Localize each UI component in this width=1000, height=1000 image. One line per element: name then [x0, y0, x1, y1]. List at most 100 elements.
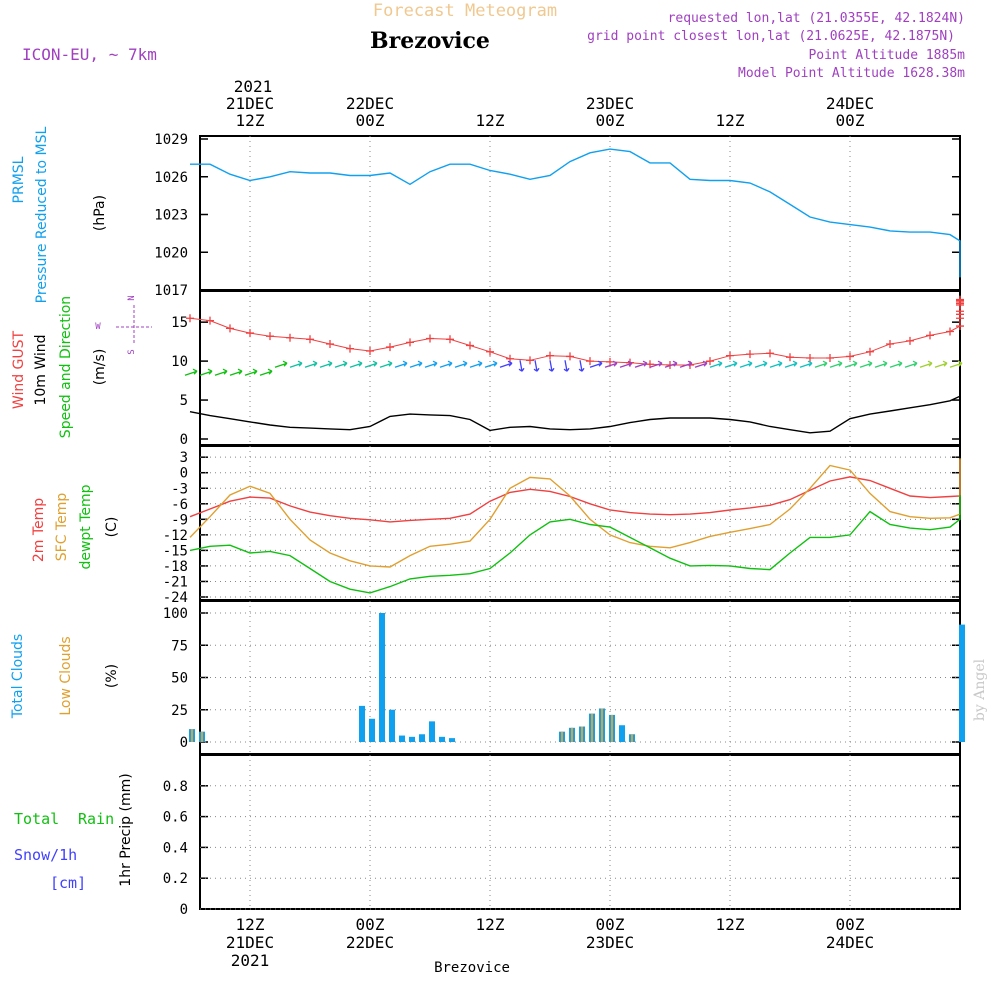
bottom-year-label: 2021 — [231, 951, 270, 970]
low-cloud-bar — [591, 713, 593, 742]
gust-marker — [866, 347, 874, 356]
wind-arrow — [439, 360, 453, 368]
top-hour-label: 12Z — [236, 111, 265, 130]
top-hour-label: 00Z — [356, 111, 385, 130]
wind-arrow — [619, 360, 633, 368]
model-label: ICON-EU, ~ 7km — [22, 45, 157, 64]
pressure-axis-label: 1023 — [154, 208, 188, 224]
cloud-axis-label: 25 — [171, 703, 188, 719]
low-cloud-bar — [571, 727, 573, 742]
bottom-hour-label: 12Z — [236, 915, 265, 934]
top-hour-label: 00Z — [836, 111, 865, 130]
total-cloud-bar — [959, 650, 965, 742]
low-cloud-bar — [201, 731, 203, 742]
wind-arrow — [548, 360, 555, 372]
rain-label-b: Rain — [78, 810, 114, 828]
total-cloud-bar — [439, 736, 445, 742]
svg-text:N: N — [127, 295, 137, 300]
gust-marker — [956, 310, 964, 319]
gust-marker — [446, 335, 454, 344]
wind-arrow — [829, 360, 843, 368]
wind-arrow — [649, 360, 663, 368]
wind-speed-line — [189, 386, 961, 434]
watermark: by Angel — [972, 658, 988, 721]
wind-arrow — [844, 360, 858, 368]
gust-marker — [426, 334, 434, 343]
gust-marker — [186, 314, 194, 323]
pressure-axis-label: 1020 — [154, 245, 188, 261]
top-hour-label: 00Z — [596, 111, 625, 130]
total-cloud-bar — [359, 705, 365, 742]
wind-axis-label: 5 — [180, 393, 188, 409]
wind-arrow — [469, 360, 483, 368]
temp-axis-label: -15 — [163, 543, 188, 559]
wind-arrow — [379, 360, 393, 368]
wind-arrow — [199, 368, 213, 376]
precip-axis-label: 0.2 — [163, 871, 188, 887]
svg-text:W: W — [95, 322, 101, 332]
bottom-hour-label: 12Z — [476, 915, 505, 934]
pressure-axis-label: 1026 — [154, 170, 188, 186]
pressure-label: Pressure Reduced to MSL — [34, 126, 50, 303]
bottom-date-label: 24DEC — [826, 933, 874, 952]
prmsl-label: PRMSL — [11, 156, 27, 203]
snow-unit: [cm] — [50, 874, 86, 892]
low-cloud-bar — [191, 729, 193, 742]
temp-axis-label: -18 — [163, 559, 188, 575]
temp-axis-label: -9 — [171, 512, 188, 528]
precip-axis-label: 0.6 — [163, 810, 188, 826]
bottom-hour-label: 00Z — [836, 915, 865, 934]
wind-arrow — [919, 360, 933, 368]
bottom-hour-label: 00Z — [356, 915, 385, 934]
panel2-labels: Wind GUST 10m Wind Speed and Direction (… — [11, 295, 152, 438]
wind-label: 10m Wind — [33, 334, 49, 405]
total-cloud-bar — [619, 725, 625, 742]
wind-arrow — [229, 368, 243, 376]
gust-marker — [786, 353, 794, 362]
wind-arrow — [424, 360, 438, 368]
wind-arrow — [739, 360, 753, 368]
temp-axis-label: -24 — [163, 590, 188, 606]
panel1-labels: PRMSL Pressure Reduced to MSL (hPa) — [11, 126, 108, 303]
wind-arrow — [518, 360, 525, 372]
pressure-unit: (hPa) — [92, 195, 108, 231]
gust-marker — [746, 350, 754, 359]
gust-marker — [566, 352, 574, 361]
gust-marker — [326, 339, 334, 348]
gust-marker — [726, 351, 734, 360]
wind-arrow — [694, 360, 708, 368]
wind-arrow — [409, 360, 423, 368]
gust-marker — [846, 352, 854, 361]
wind-arrow — [184, 368, 198, 376]
wind-arrow — [563, 360, 570, 372]
pressure-axis-label: 1029 — [154, 132, 188, 148]
gust-marker — [906, 336, 914, 345]
bottom-date-label: 23DEC — [586, 933, 634, 952]
chart-marks: 202121DEC12Z12Z21DEC202122DEC00Z00Z22DEC… — [154, 77, 965, 970]
wind-axis-label: 0 — [180, 432, 188, 448]
total-cloud-bar — [369, 718, 375, 742]
wind-arrow — [814, 360, 828, 368]
gust-marker — [946, 327, 954, 336]
wind-arrow — [274, 360, 288, 368]
gust-marker — [486, 347, 494, 356]
wind-arrow — [304, 360, 318, 368]
dewpoint-line — [189, 495, 961, 594]
wind-arrow — [334, 360, 348, 368]
gust-marker — [546, 351, 554, 360]
total-cloud-bar — [449, 738, 455, 742]
low-cloud-bar — [611, 714, 613, 742]
wind-arrow — [634, 360, 648, 368]
wind-arrow — [934, 360, 948, 368]
wind-arrow — [244, 368, 258, 376]
wind-arrow — [349, 360, 363, 368]
total-cloud-bar — [409, 736, 415, 742]
gust-marker — [766, 349, 774, 358]
wind-arrow — [904, 360, 918, 368]
total-cloud-bar — [379, 613, 385, 742]
panel-frame-1 — [199, 135, 961, 291]
wind-arrow — [289, 360, 303, 368]
bottom-date-label: 21DEC — [226, 933, 274, 952]
total-cloud-bar — [399, 735, 405, 742]
gust-marker — [956, 299, 964, 308]
